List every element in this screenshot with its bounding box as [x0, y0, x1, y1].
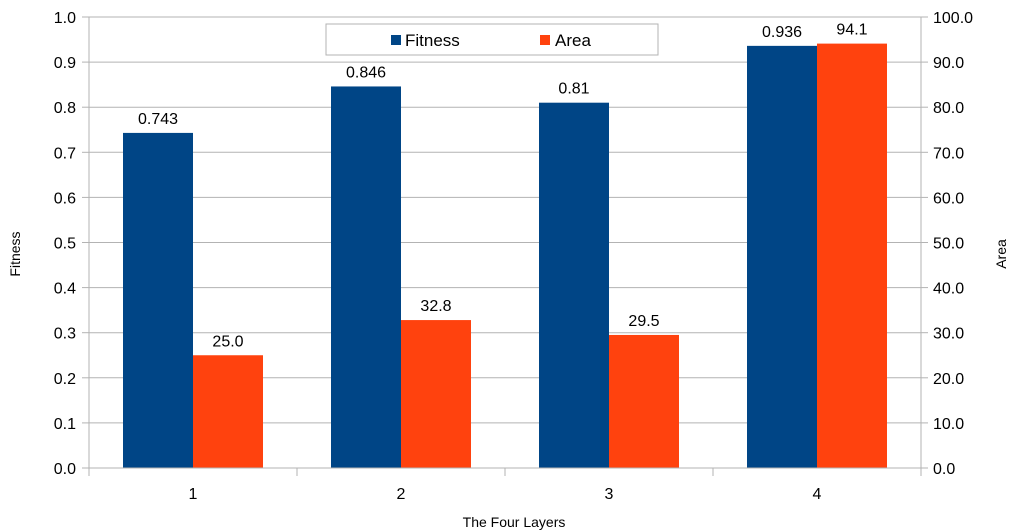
y-tick-label: 0.0 [54, 461, 76, 478]
data-label: 0.743 [138, 111, 178, 128]
y-tick-label: 0.3 [54, 326, 76, 343]
y2-tick-label: 10.0 [933, 416, 964, 433]
y2-tick-label: 100.0 [933, 10, 973, 27]
legend-swatch-area [540, 35, 550, 45]
data-label: 32.8 [420, 298, 451, 315]
y-axis-title: Fitness [7, 231, 23, 276]
y-tick-label: 0.1 [54, 416, 76, 433]
legend-swatch-fitness [391, 35, 401, 45]
data-label: 0.936 [762, 24, 802, 41]
y-tick-label: 1.0 [54, 10, 76, 27]
data-label: 0.846 [346, 64, 386, 81]
y2-axis-title: Area [993, 239, 1009, 269]
bar-area [817, 43, 887, 468]
y2-tick-label: 90.0 [933, 55, 964, 72]
data-label: 94.1 [836, 22, 867, 39]
data-labels: 0.743 25.0 0.846 32.8 0.81 29.5 0.936 94.1 [138, 22, 868, 351]
data-label: 29.5 [628, 313, 659, 330]
y-tick-label: 0.8 [54, 100, 76, 117]
axes: 0.0 0.0 0.1 10.0 0.2 20.0 0.3 30.0 0.4 40.0 0.5 50.… [54, 10, 973, 503]
x-tick-label: 4 [813, 486, 822, 503]
x-tick-label: 3 [605, 486, 614, 503]
legend-label-area: Area [555, 31, 591, 50]
bars [123, 43, 887, 469]
bar-area [193, 355, 263, 468]
bar-area [609, 334, 679, 468]
x-axis-title: The Four Layers [463, 514, 566, 530]
legend: Fitness Area [325, 23, 659, 56]
bar-fitness [747, 45, 817, 468]
y2-tick-label: 70.0 [933, 145, 964, 162]
y-tick-label: 0.5 [54, 236, 76, 253]
y2-tick-label: 80.0 [933, 100, 964, 117]
data-label: 0.81 [558, 81, 589, 98]
x-tick-label: 1 [189, 486, 198, 503]
y2-tick-label: 30.0 [933, 326, 964, 343]
y-tick-label: 0.6 [54, 190, 76, 207]
y2-tick-label: 40.0 [933, 281, 964, 298]
bar-fitness [331, 86, 401, 468]
y2-tick-label: 50.0 [933, 236, 964, 253]
y2-tick-label: 0.0 [933, 461, 955, 478]
legend-box [325, 23, 659, 56]
x-tick-label: 2 [397, 486, 406, 503]
y-tick-label: 0.2 [54, 371, 76, 388]
bar-area [401, 320, 471, 468]
y-tick-label: 0.4 [54, 281, 76, 298]
bar-fitness [123, 132, 193, 469]
data-label: 25.0 [212, 333, 243, 350]
y2-tick-label: 60.0 [933, 190, 964, 207]
y-tick-label: 0.7 [54, 145, 76, 162]
y2-tick-label: 20.0 [933, 371, 964, 388]
y-tick-label: 0.9 [54, 55, 76, 72]
bar-fitness [539, 102, 609, 468]
legend-label-fitness: Fitness [405, 31, 460, 50]
